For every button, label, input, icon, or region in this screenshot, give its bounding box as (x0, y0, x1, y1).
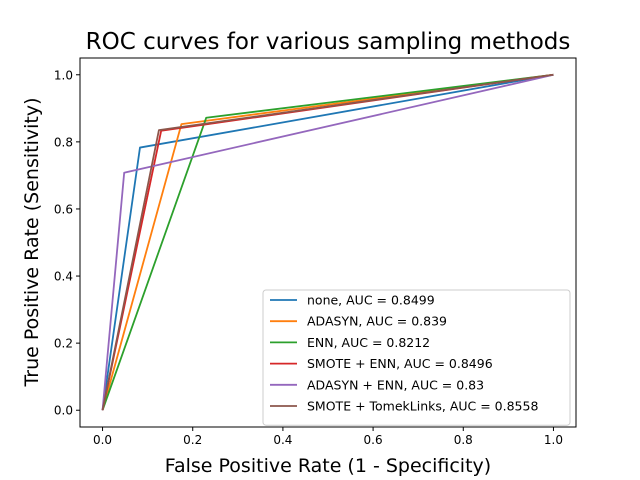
x-axis-label: False Positive Rate (1 - Specificity) (165, 455, 491, 477)
legend-label-1: ADASYN, AUC = 0.839 (307, 314, 447, 329)
roc-line-series-0 (101, 73, 554, 411)
chart-title: ROC curves for various sampling methods (86, 29, 571, 55)
roc-line-series-2 (101, 73, 554, 411)
x-tick-label: 1.0 (544, 433, 563, 447)
legend-label-5: SMOTE + TomekLinks, AUC = 0.8558 (307, 399, 538, 414)
x-tick-label: 0.8 (454, 433, 473, 447)
x-tick-label: 0.6 (364, 433, 383, 447)
y-tick-label: 0.2 (54, 337, 73, 351)
x-tick-label: 0.0 (93, 433, 112, 447)
y-tick-label: 0.0 (54, 404, 73, 418)
x-tick-label: 0.2 (183, 433, 202, 447)
legend-label-4: ADASYN + ENN, AUC = 0.83 (307, 377, 484, 392)
roc-line-series-5 (101, 73, 554, 411)
y-tick-label: 0.8 (54, 135, 73, 149)
legend-label-0: none, AUC = 0.8499 (307, 293, 435, 308)
series-layer (101, 73, 554, 411)
legend-frame (262, 289, 571, 426)
y-tick-label: 1.0 (54, 68, 73, 82)
y-tick-label: 0.6 (54, 202, 73, 216)
ticks-layer: 0.0 0.2 0.4 0.6 0.8 1.0 0.0 0.2 0.4 0.6 0.8 1.0 (54, 68, 563, 447)
x-tick-label: 0.4 (273, 433, 292, 447)
legend: none, AUC = 0.8499 ADASYN, AUC = 0.839 ENN… (262, 289, 571, 426)
plot-area-frame (79, 57, 577, 428)
roc-line-series-4 (101, 73, 554, 411)
legend-label-3: SMOTE + ENN, AUC = 0.8496 (307, 356, 493, 371)
y-tick-label: 0.4 (54, 270, 73, 284)
y-axis-label: True Positive Rate (Sensitivity) (21, 97, 43, 387)
legend-label-2: ENN, AUC = 0.8212 (307, 335, 430, 350)
roc-line-series-1 (101, 73, 554, 411)
